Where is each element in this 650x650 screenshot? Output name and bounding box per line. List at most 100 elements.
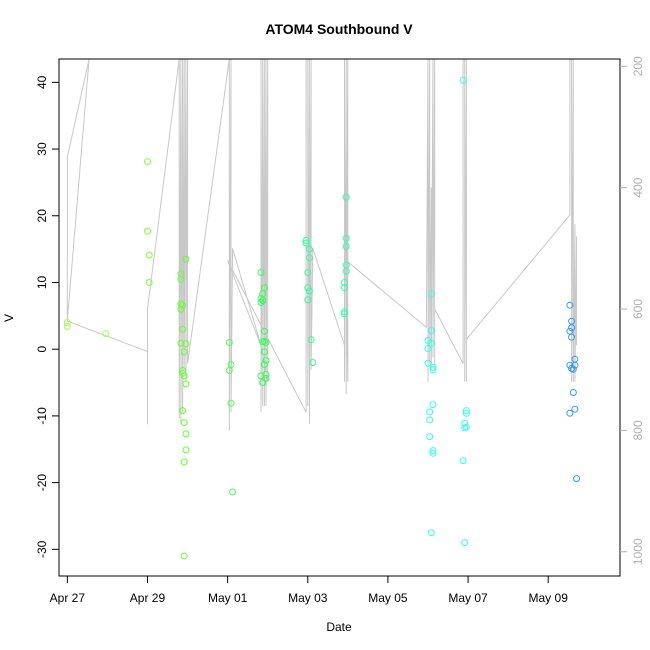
y2-tick-label: 400 (631, 177, 645, 197)
y2-tick-label: 200 (631, 56, 645, 76)
data-point (229, 488, 237, 496)
data-point (180, 348, 188, 356)
data-point (426, 433, 434, 441)
x-tick-label: Apr 27 (50, 591, 86, 605)
data-point (307, 336, 315, 344)
x-tick-label: May 07 (448, 591, 488, 605)
data-point (262, 371, 270, 378)
data-point (260, 361, 268, 368)
y-axis: -30 -20 -10 0 10 20 30 40 (35, 75, 59, 558)
data-point (182, 340, 190, 348)
data-point (462, 409, 470, 417)
data-point (461, 419, 469, 427)
data-point (180, 372, 188, 380)
data-point (262, 339, 270, 346)
data-point (569, 389, 577, 396)
data-point (342, 243, 350, 250)
data-point (182, 430, 190, 438)
data-point (568, 317, 576, 325)
data-point (342, 267, 350, 275)
data-point (227, 399, 235, 407)
data-point (63, 323, 71, 330)
data-point (177, 275, 185, 283)
data-point (302, 239, 310, 247)
data-point (145, 279, 153, 286)
depth-line-series (66, 59, 578, 431)
data-point (180, 419, 188, 427)
data-point (568, 333, 576, 341)
data-point (180, 458, 188, 466)
data-point (571, 405, 579, 413)
depth-line (66, 59, 578, 431)
data-point (180, 552, 188, 560)
data-point (427, 327, 435, 334)
data-point (341, 284, 348, 292)
data-point (260, 348, 268, 356)
y-tick-label: -10 (35, 407, 49, 425)
data-point (225, 339, 233, 346)
y-tick-label: -30 (35, 540, 49, 558)
data-point (257, 269, 265, 276)
data-point (429, 401, 437, 409)
data-point (177, 270, 185, 278)
y-tick-label: -20 (35, 474, 49, 492)
data-point (566, 301, 574, 309)
y-tick-label: 40 (35, 75, 49, 89)
x-tick-label: May 01 (208, 591, 248, 605)
data-point (102, 330, 110, 338)
data-point (262, 375, 270, 382)
data-point (177, 300, 185, 308)
data-point (227, 361, 235, 368)
data-point (341, 279, 348, 286)
x-tick-label: May 03 (288, 591, 328, 605)
data-point (305, 254, 313, 262)
data-point (568, 324, 576, 332)
y2-tick-label: 600 (631, 299, 645, 319)
y2-axis: 200 400 600 800 1000 (620, 56, 645, 565)
data-point (305, 287, 313, 295)
x-axis: Apr 27 Apr 29 May 01 May 03 May 05 May 07 May … (50, 576, 568, 605)
data-point (304, 269, 312, 276)
data-point (429, 449, 437, 457)
data-point (459, 457, 467, 465)
data-point (179, 407, 187, 415)
data-point (429, 366, 437, 374)
data-point (342, 234, 350, 242)
data-point (462, 423, 470, 431)
y-axis-label: V (2, 314, 16, 322)
y-tick-label: 30 (35, 142, 49, 156)
data-point (424, 359, 432, 367)
data-point (257, 295, 265, 302)
data-point (304, 284, 312, 292)
data-point (144, 227, 151, 235)
data-point (182, 255, 190, 263)
data-point (429, 363, 437, 371)
x-tick-label: Apr 29 (130, 591, 166, 605)
data-point (424, 345, 432, 352)
y2-tick-label: 800 (631, 420, 645, 440)
data-point (304, 296, 312, 304)
data-point (429, 447, 437, 455)
data-point (182, 380, 190, 388)
data-point (145, 251, 153, 259)
data-point (260, 284, 268, 292)
data-point (566, 409, 574, 417)
data-point (179, 301, 187, 309)
data-point (257, 299, 265, 306)
data-point (426, 416, 434, 424)
data-point (427, 290, 435, 298)
data-point (341, 310, 348, 318)
x-tick-label: May 05 (368, 591, 408, 605)
data-point (427, 529, 435, 537)
data-point (462, 407, 470, 415)
data-point (262, 357, 270, 364)
data-point (260, 327, 268, 335)
x-axis-label: Date (326, 620, 352, 634)
data-point (302, 237, 310, 244)
data-point (341, 308, 348, 316)
data-point (182, 446, 190, 454)
y-tick-label: 0 (35, 346, 49, 353)
data-point (305, 245, 313, 253)
data-point (309, 359, 317, 366)
